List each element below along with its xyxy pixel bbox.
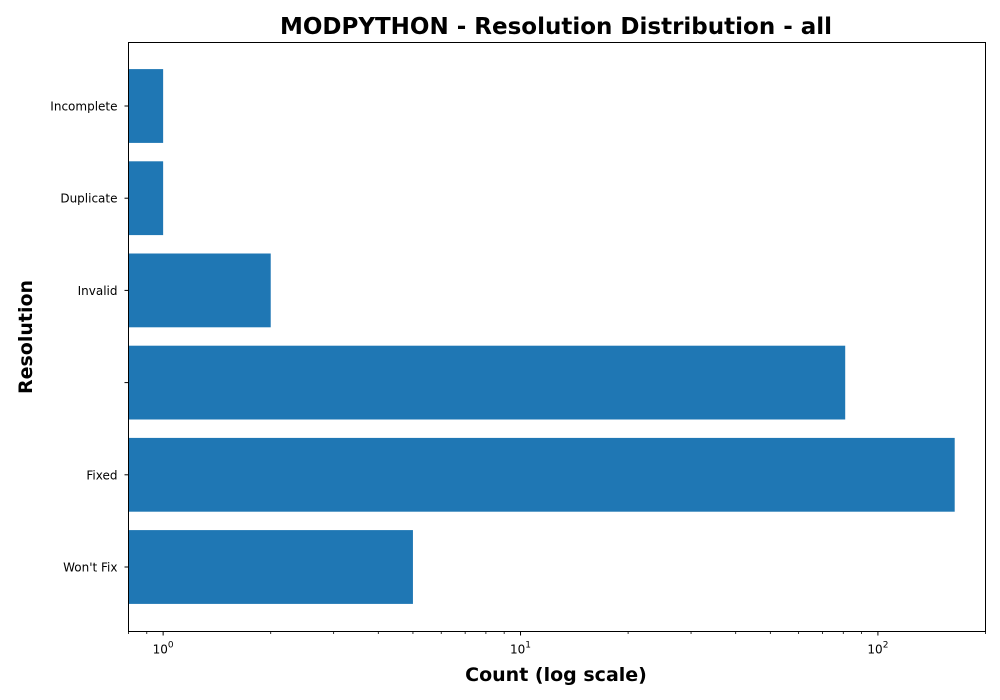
bar-0 [128, 69, 164, 143]
y-tick-label-5: Won't Fix [63, 561, 117, 575]
y-axis-ticks: Incomplete Duplicate Invalid Fixed Won't Fix [50, 100, 129, 575]
x-tick-label-1: 101 [510, 641, 531, 657]
x-axis-label: Count (log scale) [465, 664, 647, 686]
x-tick-label-2: 102 [867, 641, 888, 657]
y-tick-label-4: Fixed [86, 468, 117, 482]
y-tick-label-0: Incomplete [50, 100, 117, 114]
bar-4 [128, 437, 955, 512]
bar-2 [128, 253, 271, 328]
bar-3 [128, 345, 846, 420]
bar-1 [128, 161, 164, 236]
x-tick-label-0: 100 [153, 641, 174, 657]
y-axis-label: Resolution [15, 280, 37, 394]
chart-title: MODPYTHON - Resolution Distribution - al… [280, 14, 832, 40]
bars-group [128, 69, 955, 604]
plot-frame [128, 42, 986, 632]
y-tick-label-2: Invalid [78, 284, 118, 298]
x-axis-ticks: 100 101 102 [128, 631, 986, 657]
y-tick-label-1: Duplicate [60, 192, 117, 206]
bar-5 [128, 530, 413, 604]
